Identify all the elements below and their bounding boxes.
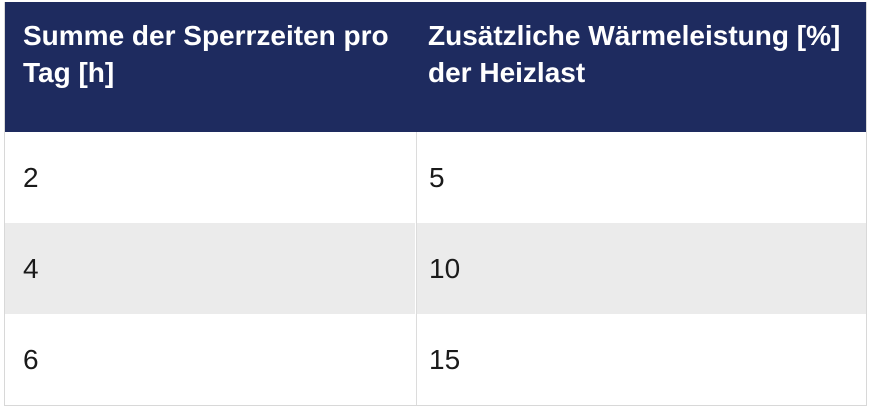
cell-sperrzeit-row2: 4: [5, 223, 416, 314]
sperrzeiten-table-frame: Summe der Sperrzeiten pro Tag [h] Zusätz…: [4, 2, 867, 406]
table-row: 6 15: [5, 314, 866, 405]
sperrzeiten-waermeleistung-table: Summe der Sperrzeiten pro Tag [h] Zusätz…: [5, 2, 866, 405]
table-row: 2 5: [5, 132, 866, 223]
table-body: 2 5 4 10 6 15: [5, 132, 866, 405]
cell-waermeleistung-row3: 15: [416, 314, 866, 405]
column-header-sperrzeiten: Summe der Sperrzeiten pro Tag [h]: [5, 2, 416, 132]
table-header: Summe der Sperrzeiten pro Tag [h] Zusätz…: [5, 2, 866, 132]
cell-waermeleistung-row2: 10: [416, 223, 866, 314]
cell-sperrzeit-row1: 2: [5, 132, 416, 223]
cell-waermeleistung-row1: 5: [416, 132, 866, 223]
cell-sperrzeit-row3: 6: [5, 314, 416, 405]
column-header-waermeleistung: Zusätzliche Wärmeleistung [%] der Heizla…: [416, 2, 866, 132]
table-row: 4 10: [5, 223, 866, 314]
header-row: Summe der Sperrzeiten pro Tag [h] Zusätz…: [5, 2, 866, 132]
